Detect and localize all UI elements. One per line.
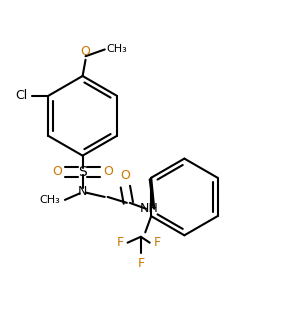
Text: F: F <box>137 257 144 270</box>
Text: CH₃: CH₃ <box>106 44 127 54</box>
Text: Cl: Cl <box>15 89 27 102</box>
Text: NH: NH <box>140 202 158 215</box>
Text: O: O <box>120 169 130 182</box>
Text: S: S <box>78 165 87 179</box>
Text: F: F <box>117 236 124 249</box>
Text: O: O <box>52 165 62 178</box>
Text: N: N <box>78 185 87 197</box>
Text: O: O <box>81 45 91 58</box>
Text: O: O <box>103 165 113 178</box>
Text: F: F <box>153 236 161 249</box>
Text: CH₃: CH₃ <box>40 195 60 206</box>
